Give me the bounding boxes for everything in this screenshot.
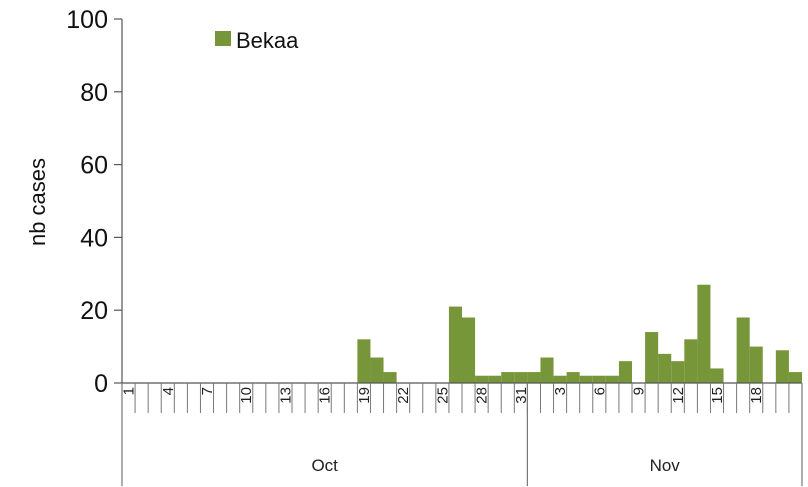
legend-label-bekaa: Bekaa bbox=[236, 28, 299, 53]
bar bbox=[618, 361, 632, 383]
bar bbox=[710, 368, 724, 383]
x-tick-label: 4 bbox=[160, 387, 177, 395]
bar bbox=[553, 375, 567, 383]
bar bbox=[566, 372, 580, 383]
bar bbox=[488, 375, 502, 383]
y-tick-label: 80 bbox=[80, 79, 108, 107]
bar bbox=[579, 375, 593, 383]
legend: Bekaa bbox=[215, 28, 299, 53]
bar bbox=[540, 357, 554, 383]
y-axis-label: nb cases bbox=[25, 158, 50, 246]
x-tick-label: 7 bbox=[199, 387, 216, 395]
x-tick-label: 9 bbox=[631, 387, 648, 395]
y-tick-label: 40 bbox=[80, 224, 108, 252]
bar bbox=[462, 317, 476, 383]
x-tick-label: 18 bbox=[748, 387, 765, 404]
x-tick-label: 6 bbox=[591, 387, 608, 395]
bar bbox=[684, 339, 698, 383]
x-tick-label: 31 bbox=[513, 387, 530, 404]
x-tick-label: 16 bbox=[317, 387, 334, 404]
bar bbox=[697, 284, 711, 383]
y-tick-label: 60 bbox=[80, 152, 108, 180]
bar bbox=[383, 372, 397, 383]
bar bbox=[749, 346, 763, 383]
x-tick-label: 25 bbox=[434, 387, 451, 404]
legend-swatch-bekaa bbox=[215, 31, 231, 46]
month-label: Nov bbox=[650, 456, 681, 475]
y-tick-label: 20 bbox=[80, 297, 108, 325]
bar bbox=[357, 339, 371, 383]
x-tick-label: 10 bbox=[238, 387, 255, 404]
x-tick-label: 15 bbox=[709, 387, 726, 404]
x-tick-label: 3 bbox=[552, 387, 569, 395]
x-axis: 1 4 7 10 13 16 19 22 25 28 31 3 6 9 12 15 18 Oct Nov bbox=[121, 382, 803, 486]
bar bbox=[501, 372, 515, 383]
bar bbox=[514, 372, 528, 383]
x-tick-label: 22 bbox=[395, 387, 412, 404]
bar bbox=[370, 357, 384, 383]
x-tick-label: 13 bbox=[277, 387, 294, 404]
month-label: Oct bbox=[311, 456, 338, 475]
y-tick-label: 100 bbox=[66, 6, 108, 34]
bar bbox=[605, 375, 619, 383]
y-axis: 0 20 40 60 80 100 bbox=[66, 6, 123, 398]
bar bbox=[448, 306, 462, 383]
x-tick-label: 12 bbox=[670, 387, 687, 404]
bar bbox=[527, 372, 541, 383]
bar bbox=[775, 350, 789, 383]
bar bbox=[788, 372, 802, 383]
x-tick-label: 1 bbox=[121, 387, 138, 395]
bar bbox=[645, 332, 659, 383]
x-tick-label: 28 bbox=[474, 387, 491, 404]
y-tick-label: 0 bbox=[94, 370, 108, 398]
x-tick-label: 19 bbox=[356, 387, 373, 404]
bar bbox=[658, 353, 672, 383]
bar-series-bekaa bbox=[357, 284, 802, 383]
bar bbox=[671, 361, 685, 383]
bar bbox=[475, 375, 489, 383]
bar bbox=[592, 375, 606, 383]
bar bbox=[736, 317, 750, 383]
month-groups: Oct Nov bbox=[121, 383, 803, 486]
